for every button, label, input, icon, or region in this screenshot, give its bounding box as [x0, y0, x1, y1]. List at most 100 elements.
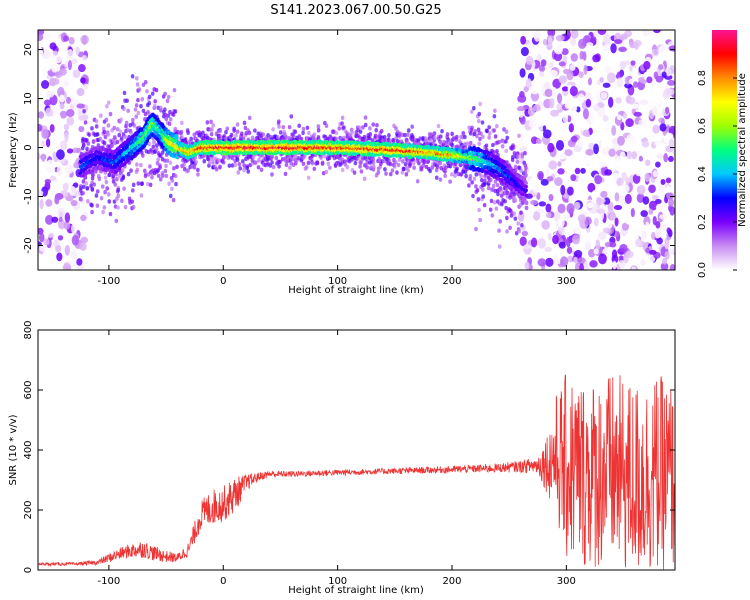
spectrogram-halo-cell	[164, 173, 169, 179]
spectrogram-cell	[552, 39, 558, 51]
spectrogram-cell	[668, 45, 675, 52]
spectrogram-halo-cell	[471, 106, 476, 111]
spectrogram-halo-cell	[229, 132, 234, 138]
spectrogram-cell	[612, 260, 617, 270]
spectrogram-cell	[72, 212, 77, 220]
spectrogram-halo-cell	[278, 130, 283, 135]
spectrogram-cell	[659, 222, 666, 231]
spectrogram-halo-cell	[148, 164, 152, 169]
spectrogram-halo-cell	[168, 160, 173, 165]
spectrogram-halo-cell	[484, 143, 489, 148]
spectrogram-halo-cell	[201, 130, 205, 136]
spectrogram-halo-cell	[368, 126, 372, 131]
spectrogram-cell	[570, 37, 576, 47]
spectrogram-cell	[57, 235, 64, 241]
spectrogram-cell	[548, 193, 554, 202]
spectrogram-cell	[648, 184, 656, 194]
spectrogram-cell	[524, 30, 529, 38]
spectrogram-cell	[532, 211, 541, 221]
spectrogram-cell	[66, 49, 74, 60]
spectrogram-cell	[590, 95, 596, 102]
spectrogram-cell	[550, 109, 560, 117]
spectrogram-cell	[72, 77, 79, 85]
spectrogram-halo-cell	[340, 121, 344, 126]
spectrogram-halo-cell	[464, 173, 468, 179]
spectrogram-cell	[544, 246, 553, 253]
spectrogram-cell	[79, 242, 87, 251]
spectrogram-cell	[647, 100, 656, 108]
spectrogram-cell	[557, 153, 567, 160]
spectrogram-cell	[648, 200, 658, 211]
spectrogram-cell	[527, 96, 532, 106]
spectrogram-cell	[631, 266, 637, 270]
spectrogram-halo-cell	[495, 149, 499, 154]
spectrogram-halo-cell	[463, 134, 467, 140]
spectrogram-cell	[618, 46, 627, 53]
spectrogram-cell	[538, 201, 547, 207]
spectrogram-cell	[538, 124, 543, 134]
spectrogram-cell	[577, 214, 586, 223]
spectrogram-cell	[558, 241, 566, 249]
figure-title: S141.2023.067.00.50.G25	[270, 3, 441, 18]
spectrogram-halo-cell	[415, 179, 420, 184]
spectrogram-cell	[516, 106, 526, 112]
spectrogram-halo-cell	[515, 159, 520, 165]
spectrogram-halo-cell	[450, 131, 454, 137]
spectrogram-halo-cell	[79, 184, 83, 189]
spectrogram-cell	[625, 177, 630, 186]
spectrogram-cell	[548, 69, 558, 77]
spectrogram-halo-cell	[117, 132, 122, 138]
spectrogram-cell	[665, 106, 670, 115]
spectrogram-cell	[573, 201, 581, 210]
spectrogram-halo-cell	[453, 173, 457, 178]
spectrogram-cell	[519, 68, 526, 78]
spectrogram-cell	[545, 169, 550, 178]
spectrogram-halo-cell	[166, 94, 171, 100]
spectrogram-cell	[645, 247, 651, 254]
spectrogram-halo-cell	[99, 113, 103, 118]
spectrogram-halo-cell	[209, 131, 214, 137]
spectrogram-cell	[593, 217, 599, 227]
spectrogram-halo-cell	[151, 139, 156, 145]
spectrogram-halo-cell	[158, 165, 162, 170]
spectrogram-halo-cell	[227, 163, 232, 168]
spectrogram-cell	[59, 102, 65, 110]
spectrogram-halo-cell	[153, 103, 157, 109]
spectrogram-halo-cell	[403, 162, 408, 167]
spectrogram-halo-cell	[108, 111, 113, 117]
spectrogram-halo-cell	[158, 153, 163, 158]
spectrogram-cell	[536, 49, 546, 56]
spectrogram-cell	[587, 77, 592, 86]
spectrogram-halo-cell	[132, 123, 137, 128]
spectrogram-cell	[70, 250, 78, 260]
spectrogram-cell	[571, 234, 581, 245]
spectrogram-cell	[633, 81, 639, 88]
spectrogram-halo-cell	[287, 124, 292, 130]
spectrogram-cell	[51, 63, 58, 73]
spectrogram-halo-cell	[316, 128, 321, 133]
spectrogram-cell	[616, 114, 622, 120]
spectrogram-cell	[597, 231, 607, 240]
spectrogram-halo-cell	[125, 127, 130, 133]
spectrogram-cell	[537, 170, 544, 180]
spectrogram-cell	[558, 61, 566, 67]
spectrogram-halo-cell	[150, 175, 154, 180]
spectrogram-cell	[38, 138, 42, 145]
spectrogram-halo-cell	[116, 205, 120, 210]
spectrogram-halo-cell	[86, 141, 91, 146]
spectrogram-cell	[621, 171, 628, 181]
spectrogram-halo-cell	[104, 117, 109, 123]
spectrogram-halo-cell	[123, 204, 128, 210]
spectrogram-cell	[540, 178, 549, 186]
spectrogram-halo-cell	[168, 193, 173, 199]
spectrogram-halo-cell	[494, 206, 499, 211]
spectrogram-halo-cell	[163, 168, 168, 174]
spectrogram-halo-cell	[85, 138, 89, 143]
spectrogram-halo-cell	[320, 160, 325, 165]
spectrogram-halo-cell	[443, 173, 447, 179]
spectrogram-halo-cell	[362, 176, 367, 181]
spectrogram-cell	[660, 262, 669, 270]
spectrogram-halo-cell	[141, 108, 146, 113]
spectrogram-cell	[651, 231, 656, 240]
spectrogram-halo-cell	[388, 161, 393, 167]
